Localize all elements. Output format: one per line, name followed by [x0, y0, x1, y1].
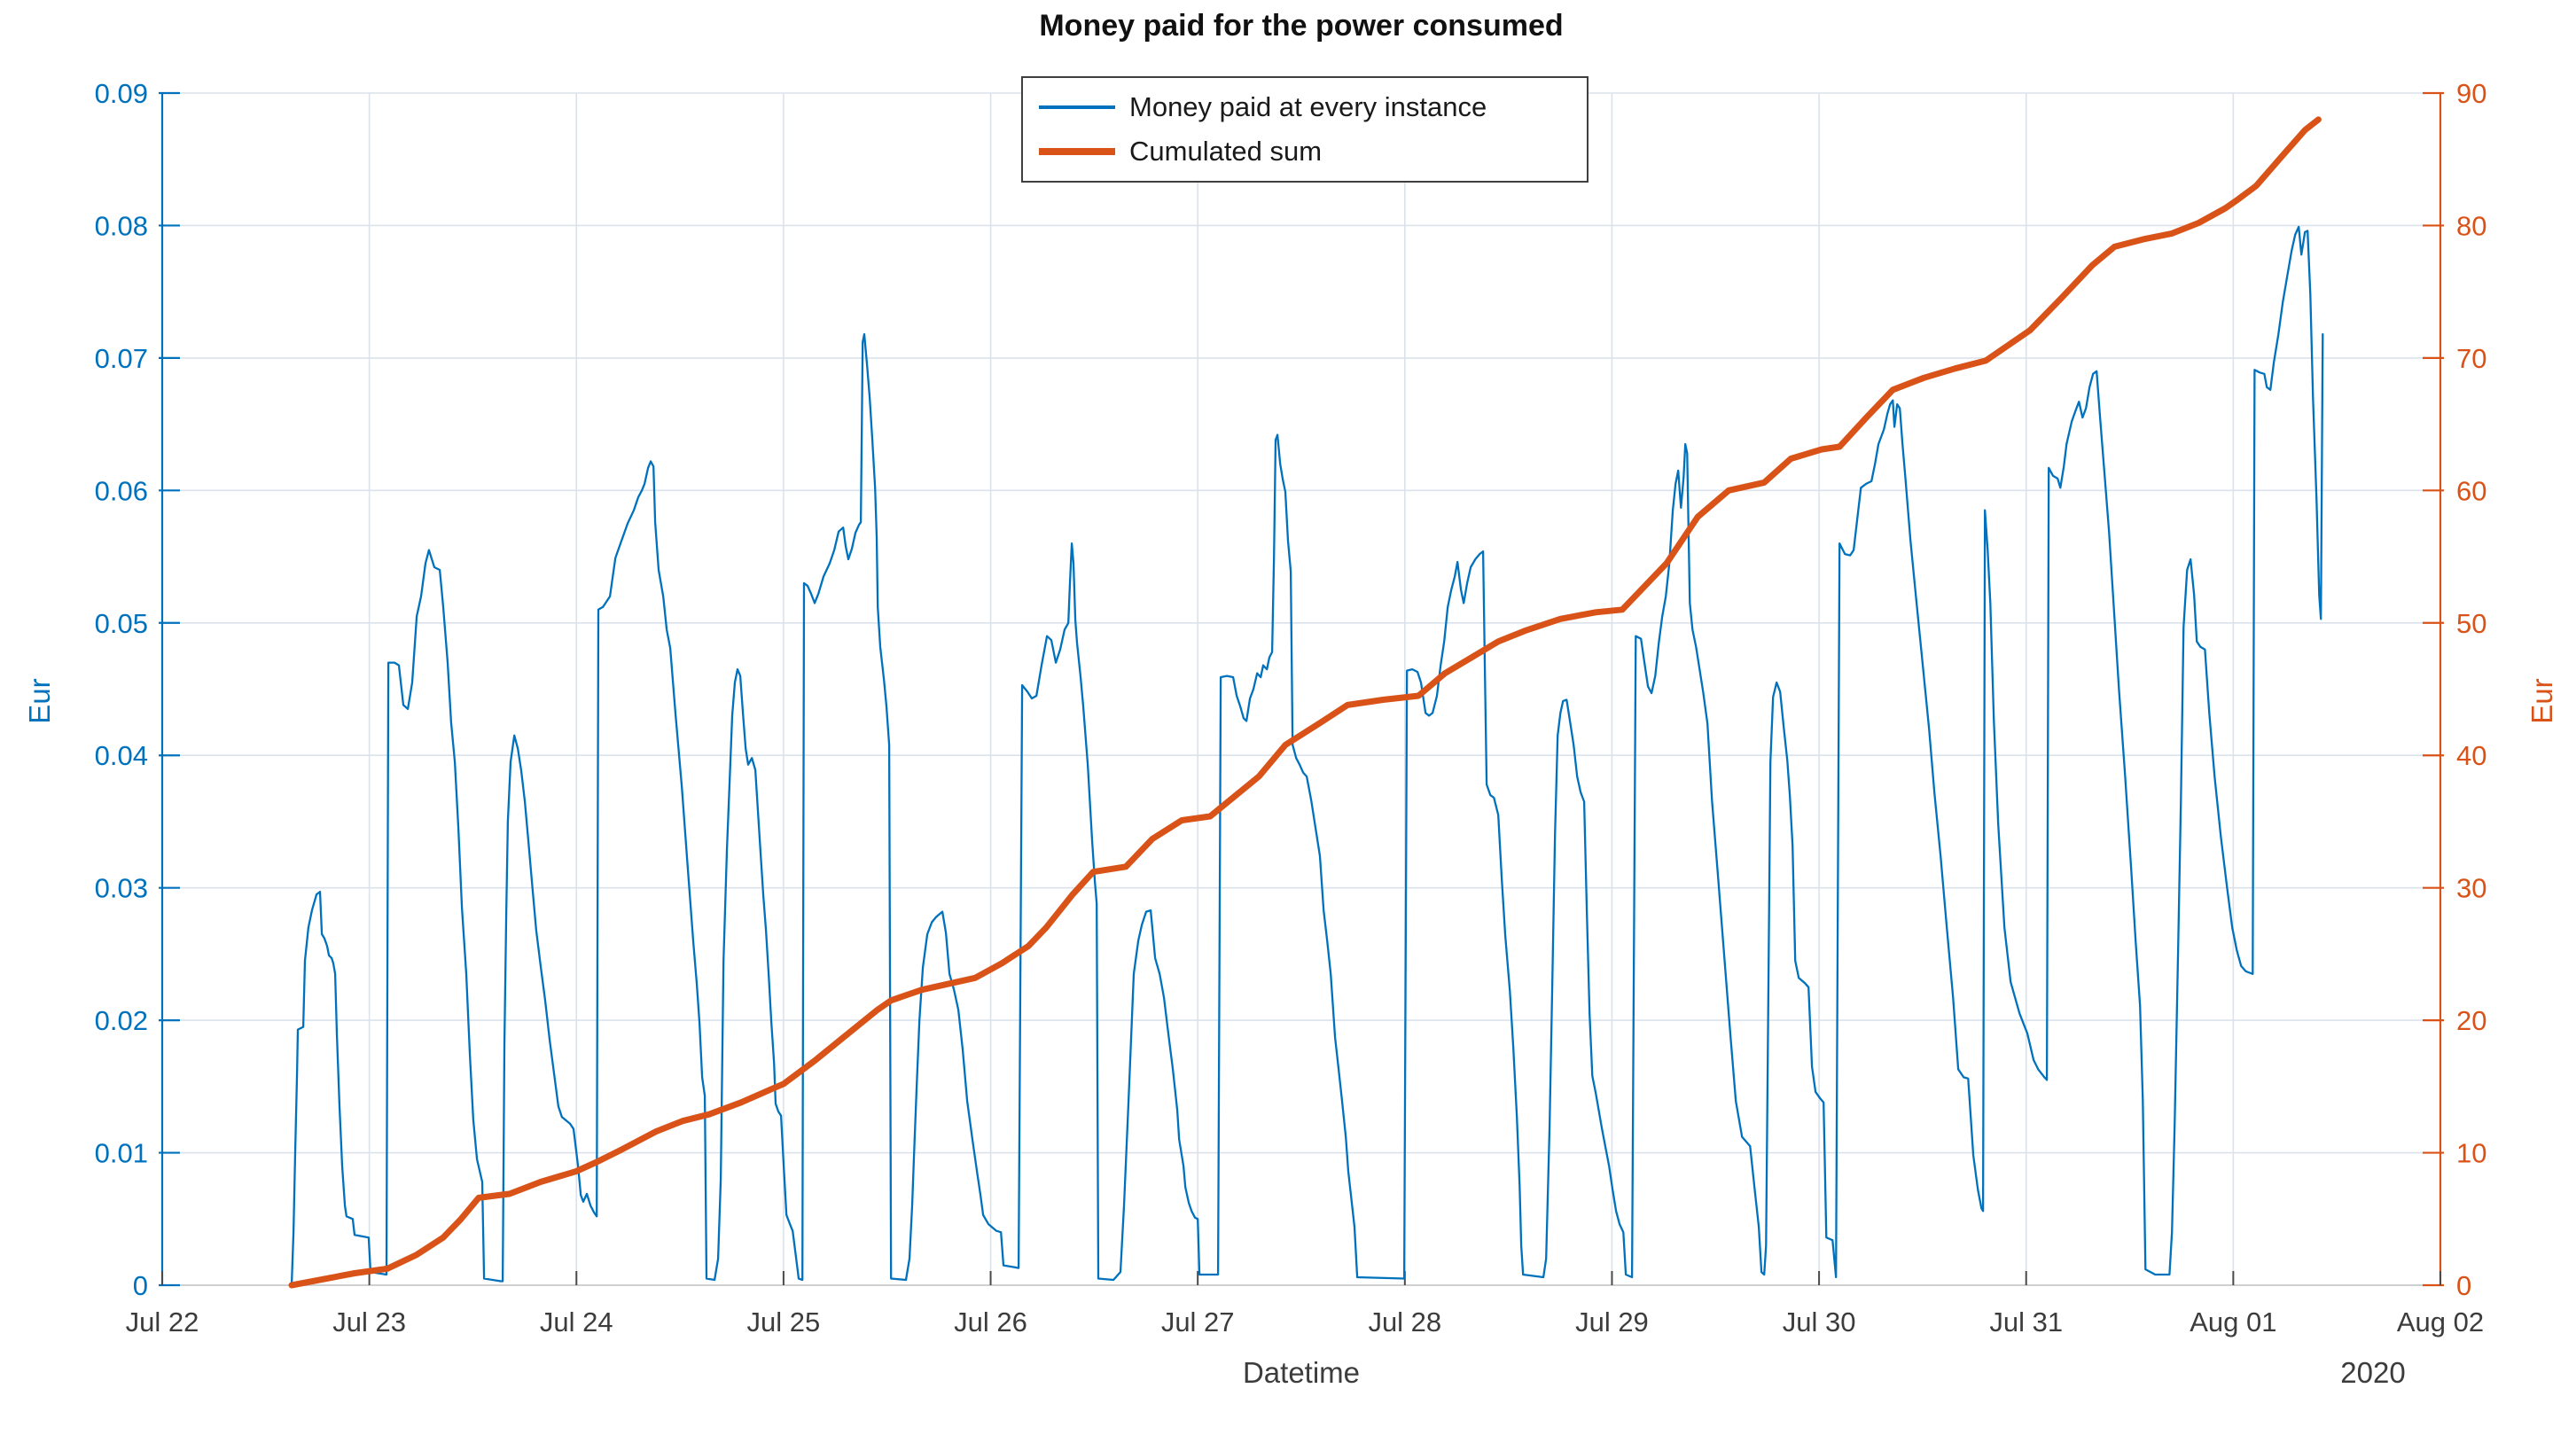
y-left-tick-label: 0.05: [95, 608, 148, 639]
y-right-tick-label: 30: [2456, 873, 2486, 904]
x-tick-label: Jul 22: [126, 1306, 199, 1338]
legend-entry-cumsum: Cumulated sum: [1023, 136, 1587, 168]
series-cumulated-sum-line: [288, 116, 2322, 1289]
legend-line-orange-icon: [1039, 148, 1115, 156]
legend-line-blue-icon: [1039, 105, 1115, 109]
y-right-tick-label: 70: [2456, 343, 2486, 374]
legend-label: Cumulated sum: [1129, 136, 1323, 168]
chart-title: Money paid for the power consumed: [1039, 9, 1564, 43]
x-tick-label: Jul 31: [1989, 1306, 2063, 1338]
x-tick-label: Jul 29: [1575, 1306, 1649, 1338]
x-tick-label: Aug 01: [2190, 1306, 2276, 1338]
x-axis-year-label: 2020: [2340, 1356, 2406, 1389]
y-right-tick-label: 50: [2456, 608, 2486, 639]
x-tick-label: Jul 27: [1161, 1306, 1235, 1338]
y-right-tick-label: 10: [2456, 1138, 2486, 1169]
y-right-tick-label: 40: [2456, 740, 2486, 771]
x-tick-label: Jul 28: [1368, 1306, 1441, 1338]
y-right-tick-label: 60: [2456, 475, 2486, 506]
series-money-paid-line: [290, 225, 2324, 1287]
x-tick-label: Jul 23: [332, 1306, 406, 1338]
x-tick-label: Jul 25: [747, 1306, 821, 1338]
x-tick-label: Aug 02: [2397, 1306, 2484, 1338]
y-right-tick-label: 20: [2456, 1005, 2486, 1036]
y-left-tick-label: 0.07: [95, 343, 148, 374]
y-axis-label-right: Eur: [2525, 678, 2558, 724]
y-axis-label-left: Eur: [23, 678, 56, 724]
y-left-tick-label: 0.08: [95, 210, 148, 241]
x-axis-label: Datetime: [1242, 1356, 1361, 1389]
y-right-tick-label: 90: [2456, 78, 2486, 109]
y-left-tick-label: 0.09: [95, 78, 148, 109]
y-left-tick-label: 0.02: [95, 1005, 148, 1036]
x-tick-label: Jul 26: [954, 1306, 1027, 1338]
y-left-tick-label: 0.06: [95, 475, 148, 506]
legend-label: Money paid at every instance: [1129, 90, 1487, 122]
x-tick-label: Jul 24: [540, 1306, 613, 1338]
y-left-tick-label: 0.03: [95, 873, 148, 904]
y-left-tick-label: 0.04: [95, 740, 148, 771]
y-left-tick-label: 0: [133, 1270, 148, 1301]
legend-box: Money paid at every instance Cumulated s…: [1021, 76, 1589, 183]
y-right-tick-label: 80: [2456, 210, 2486, 241]
legend-entry-instant: Money paid at every instance: [1023, 91, 1587, 123]
x-tick-label: Jul 30: [1783, 1306, 1856, 1338]
y-left-tick-label: 0.01: [95, 1138, 148, 1169]
y-right-tick-label: 0: [2456, 1270, 2471, 1301]
